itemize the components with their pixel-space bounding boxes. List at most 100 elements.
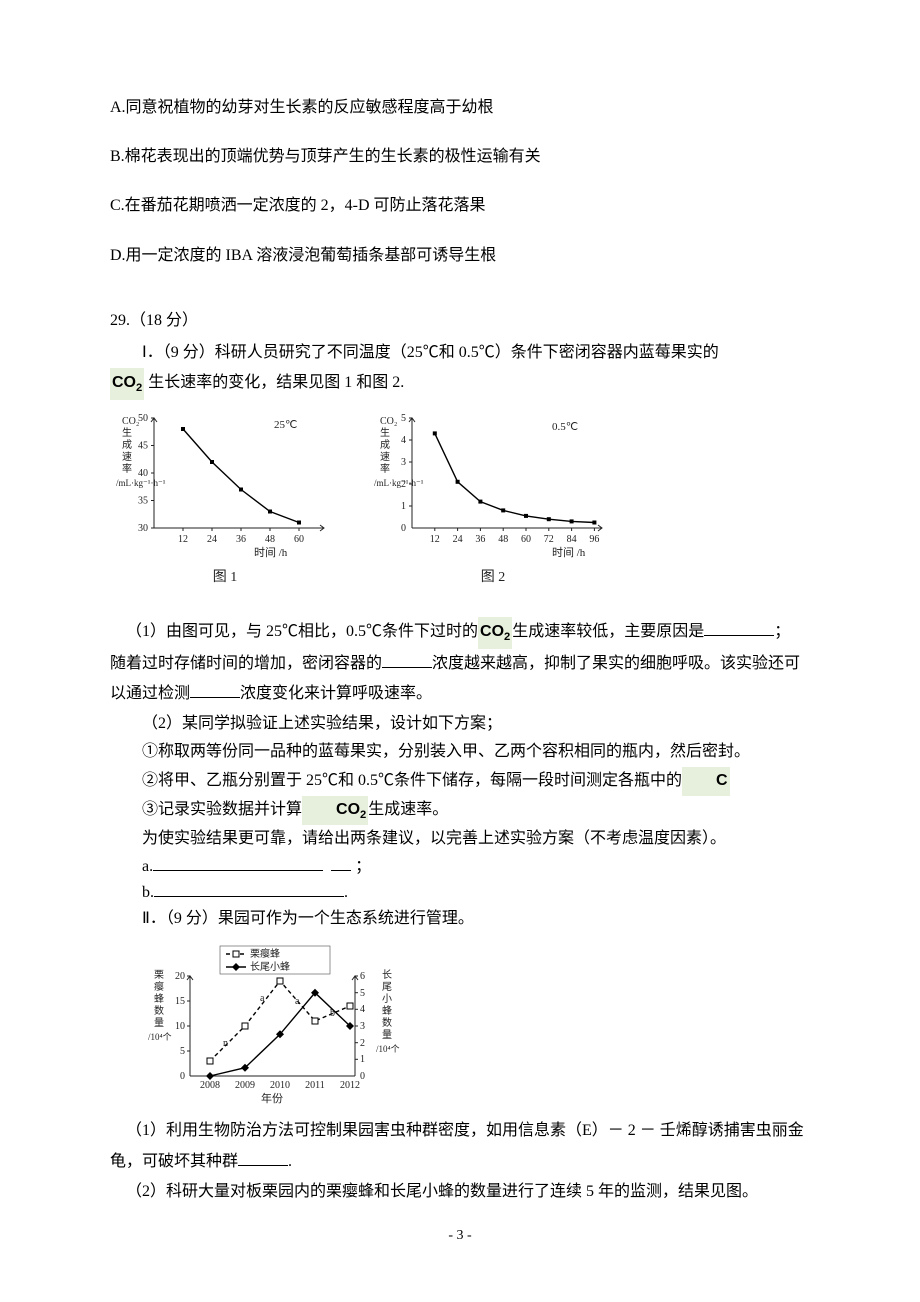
svg-text:成: 成	[380, 439, 390, 451]
svg-text:数: 数	[154, 1004, 164, 1017]
legend-a: 栗瘿蜂	[250, 947, 280, 960]
svg-text:60: 60	[521, 534, 531, 545]
svg-text:尾: 尾	[382, 981, 392, 993]
chart1-temp: 25℃	[274, 419, 297, 431]
chart2-block: 0 1 2 3 4 5 12 24 36 48 60 72	[368, 406, 618, 588]
q29-p2-lead: （2）某同学拟验证上述实验结果，设计如下方案；	[110, 710, 810, 739]
svg-text:2008: 2008	[200, 1080, 220, 1091]
svg-text:量: 量	[382, 1029, 392, 1041]
q29-p4: （2）科研大量对板栗园内的栗瘿蜂和长尾小蜂的数量进行了连续 5 年的监测，结果见…	[110, 1177, 810, 1207]
svg-text:数: 数	[382, 1016, 392, 1029]
q29-head: 29.（18 分）	[110, 303, 810, 338]
q29-p2-improve: 为使实验结果更可靠，请给出两条建议，以完善上述实验方案（不考虑温度因素）。	[110, 825, 810, 854]
blank-a: a. ；	[110, 854, 810, 880]
blank-popstruct	[238, 1149, 288, 1166]
q29-part1: Ⅰ．（9 分）科研人员研究了不同温度（25℃和 0.5℃）条件下密闭容器内蓝莓果…	[110, 338, 810, 400]
chart1-block: 30 35 40 45 50 12 24 36 48 60	[110, 406, 340, 588]
svg-text:a: a	[260, 993, 265, 1004]
chart1-caption: 图 1	[213, 568, 238, 588]
svg-text:/mL·kg⁻¹·h⁻¹: /mL·kg⁻¹·h⁻¹	[374, 478, 424, 488]
svg-text:成: 成	[122, 439, 132, 451]
chart3-block: 栗瘿蜂 长尾小蜂 0 5 10 15 20	[146, 938, 810, 1108]
svg-text:36: 36	[475, 534, 485, 545]
svg-text:2010: 2010	[270, 1080, 290, 1091]
page-footer: - 3 -	[110, 1221, 810, 1252]
option-d: D.用一定浓度的 IBA 溶液浸泡葡萄插条基部可诱导生根	[110, 238, 810, 273]
blank-b: b..	[110, 880, 810, 906]
svg-text:5: 5	[401, 413, 406, 424]
blank-conc1	[382, 651, 432, 668]
q29-p3: （1）利用生物防治方法可控制果园害虫种群密度，如用信息素（E）－ 2 － 壬烯醇…	[110, 1116, 810, 1177]
q29-part2-head: Ⅱ．（9 分）果园可作为一个生态系统进行管理。	[110, 905, 810, 934]
svg-text:1: 1	[360, 1054, 365, 1065]
svg-text:2: 2	[360, 1038, 365, 1049]
legend-b: 长尾小蜂	[250, 960, 290, 973]
q29-p1: （1）由图可见，与 25℃相比，0.5℃条件下过时的CO2生成速率较低，主要原因…	[110, 617, 810, 709]
chart2-temp: 0.5℃	[552, 421, 578, 433]
svg-text:60: 60	[294, 534, 304, 545]
q29-p1-lead: Ⅰ．（9 分）科研人员研究了不同温度（25℃和 0.5℃）条件下密闭容器内蓝莓果…	[142, 344, 719, 361]
svg-text:长: 长	[382, 969, 392, 981]
svg-text:小: 小	[382, 993, 392, 1005]
svg-text:48: 48	[498, 534, 508, 545]
svg-text:2011: 2011	[305, 1080, 325, 1091]
svg-text:50: 50	[138, 413, 148, 424]
svg-text:5: 5	[360, 988, 365, 999]
svg-text:0: 0	[360, 1071, 365, 1082]
co2-inline: CO2	[110, 368, 144, 399]
svg-text:1: 1	[401, 501, 406, 512]
svg-text:0: 0	[401, 523, 406, 534]
svg-text:24: 24	[207, 534, 217, 545]
blank-reason	[704, 619, 774, 636]
svg-text:5: 5	[180, 1046, 185, 1057]
svg-text:CO₂: CO₂	[380, 416, 397, 427]
blank-conc2	[190, 681, 240, 698]
svg-text:4: 4	[360, 1004, 365, 1015]
chart1-xlabel: 时间 /h	[254, 546, 288, 559]
svg-text:n: n	[223, 1038, 228, 1049]
svg-text:3: 3	[360, 1021, 365, 1032]
svg-text:量: 量	[154, 1017, 164, 1029]
svg-text:瘿: 瘿	[154, 980, 164, 993]
svg-text:15: 15	[175, 996, 185, 1007]
svg-text:2012: 2012	[340, 1080, 360, 1091]
option-a: A.同意祝植物的幼芽对生长素的反应敏感程度高于幼根	[110, 90, 810, 125]
svg-text:/10⁴个: /10⁴个	[376, 1044, 400, 1054]
chart1: 30 35 40 45 50 12 24 36 48 60	[110, 406, 340, 566]
svg-text:48: 48	[265, 534, 275, 545]
svg-text:生: 生	[380, 426, 390, 439]
chart2-caption: 图 2	[481, 568, 506, 588]
svg-text:0: 0	[180, 1071, 185, 1082]
svg-text:2009: 2009	[235, 1080, 255, 1091]
svg-text:6: 6	[360, 971, 365, 982]
svg-text:12: 12	[430, 534, 440, 545]
svg-text:4: 4	[401, 435, 406, 446]
svg-text:10: 10	[175, 1021, 185, 1032]
option-c: C.在番茄花期喷洒一定浓度的 2，4-D 可防止落花落果	[110, 188, 810, 223]
q29-p1-tail: 生长速率的变化，结果见图 1 和图 2.	[144, 374, 404, 391]
svg-text:蜂: 蜂	[154, 992, 164, 1005]
svg-text:72: 72	[544, 534, 554, 545]
svg-text:蜂: 蜂	[382, 1004, 392, 1017]
svg-text:12: 12	[178, 534, 188, 545]
svg-text:35: 35	[138, 495, 148, 506]
svg-text:/10⁴个: /10⁴个	[148, 1032, 172, 1042]
svg-text:栗: 栗	[154, 969, 164, 981]
svg-text:速: 速	[380, 451, 390, 463]
svg-text:/mL·kg⁻¹·h⁻¹: /mL·kg⁻¹·h⁻¹	[116, 478, 166, 488]
chart3-xlabel: 年份	[261, 1091, 283, 1105]
charts-row-1-2: 30 35 40 45 50 12 24 36 48 60	[110, 406, 810, 588]
svg-text:生: 生	[122, 426, 132, 439]
chart3: 栗瘿蜂 长尾小蜂 0 5 10 15 20	[146, 938, 406, 1108]
svg-text:45: 45	[138, 440, 148, 451]
svg-text:速: 速	[122, 451, 132, 463]
q29-p2-s3: ③记录实验数据并计算CO2生成速率。	[110, 796, 810, 825]
svg-text:84: 84	[567, 534, 577, 545]
chart2-xlabel: 时间 /h	[552, 546, 586, 559]
page: A.同意祝植物的幼芽对生长素的反应敏感程度高于幼根 B.棉花表现出的顶端优势与顶…	[0, 0, 920, 1292]
q29-p2-s2: ②将甲、乙瓶分别置于 25℃和 0.5℃条件下储存，每隔一段时间测定各瓶中的C	[110, 767, 810, 796]
q29-p2-s1: ①称取两等份同一品种的蓝莓果实，分别装入甲、乙两个容积相同的瓶内，然后密封。	[110, 738, 810, 767]
svg-text:CO₂: CO₂	[122, 416, 139, 427]
svg-text:20: 20	[175, 971, 185, 982]
option-b: B.棉花表现出的顶端优势与顶芽产生的生长素的极性运输有关	[110, 139, 810, 174]
